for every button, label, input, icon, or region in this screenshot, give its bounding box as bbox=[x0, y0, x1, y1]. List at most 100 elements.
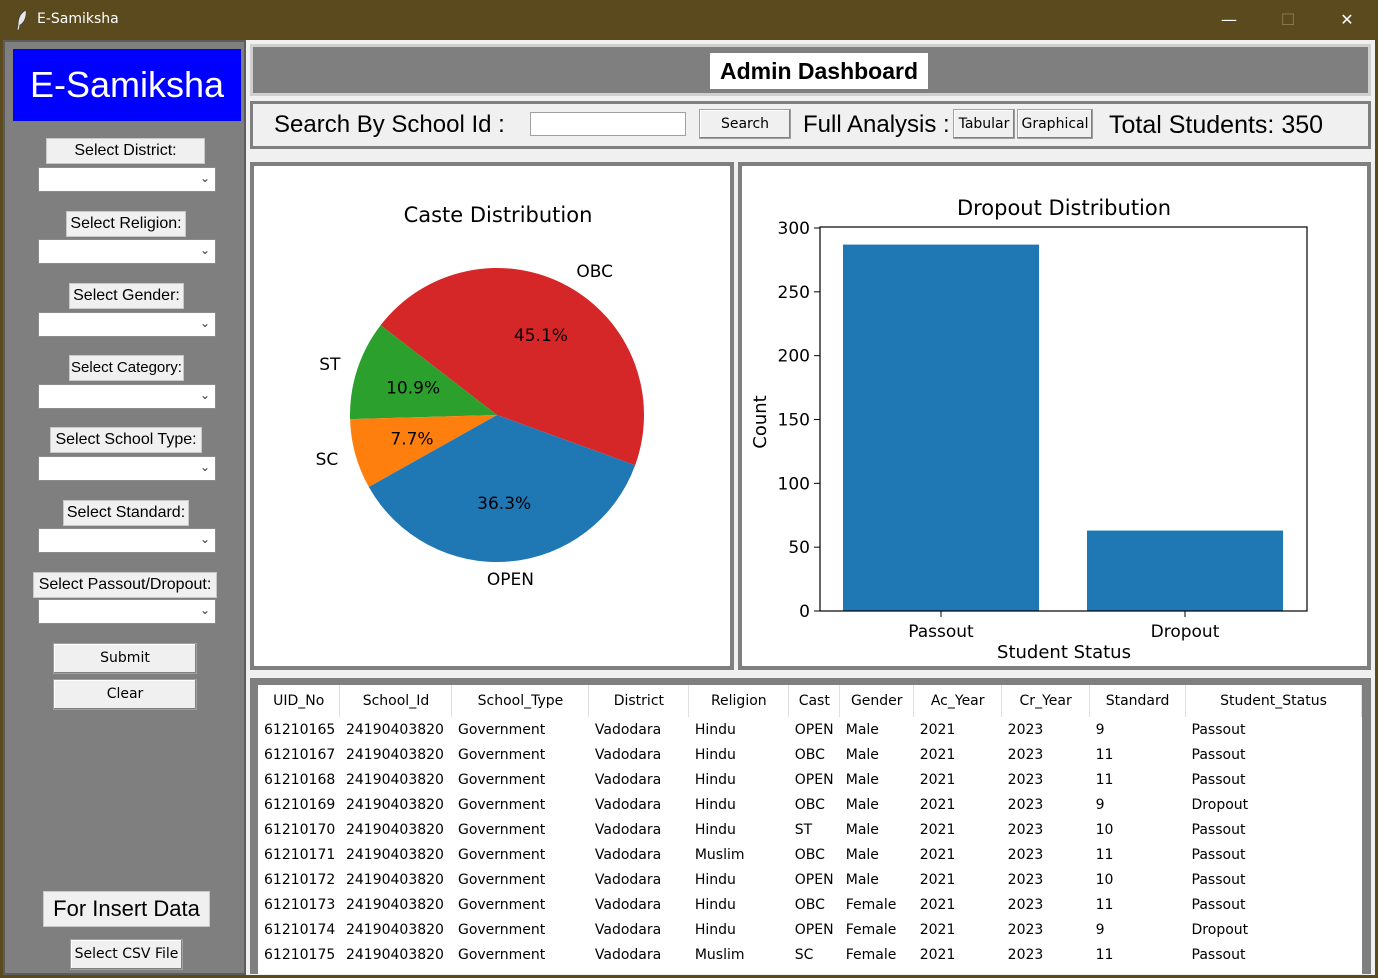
table-cell: Government bbox=[457, 721, 546, 738]
table-cell: 2021 bbox=[919, 721, 956, 738]
table-cell: Male bbox=[845, 871, 879, 888]
maximize-button[interactable]: ☐ bbox=[1280, 10, 1296, 29]
table-cell: Hindu bbox=[694, 821, 736, 838]
table-row[interactable]: 61210167 24190403820 Government Vadodara Hin… bbox=[258, 742, 1362, 767]
table-cell: 2023 bbox=[1007, 846, 1044, 863]
close-button[interactable]: ✕ bbox=[1340, 10, 1354, 29]
table-cell: 2021 bbox=[919, 796, 956, 813]
table-cell: 2021 bbox=[919, 896, 956, 913]
table-cell: Passout bbox=[1191, 771, 1246, 788]
table-cell: 10 bbox=[1095, 871, 1114, 888]
column-header[interactable]: Student_Status bbox=[1185, 685, 1362, 717]
table-cell: Male bbox=[845, 796, 879, 813]
table-cell: Vadodara bbox=[594, 796, 662, 813]
y-tick-label: 50 bbox=[788, 538, 810, 558]
table-cell: 9 bbox=[1095, 721, 1105, 738]
table-cell: Government bbox=[457, 871, 546, 888]
table-row[interactable]: 61210170 24190403820 Government Vadodara Hin… bbox=[258, 817, 1362, 842]
table-row[interactable]: 61210165 24190403820 Government Vadodara Hin… bbox=[258, 717, 1362, 742]
column-header[interactable]: UID_No bbox=[258, 685, 341, 717]
table-row[interactable]: 61210168 24190403820 Government Vadodara Hin… bbox=[258, 767, 1362, 792]
search-label: Search By School Id : bbox=[274, 111, 505, 138]
pie-title: Caste Distribution bbox=[404, 203, 593, 227]
tabular-button[interactable]: Tabular bbox=[953, 109, 1015, 139]
table-cell: Hindu bbox=[694, 796, 736, 813]
student-table[interactable]: UID_No School_Id School_Type District Religi… bbox=[258, 685, 1362, 974]
column-header[interactable]: School_Type bbox=[451, 685, 590, 717]
table-cell: Muslim bbox=[694, 946, 745, 963]
submit-button[interactable]: Submit bbox=[53, 643, 197, 674]
clear-button[interactable]: Clear bbox=[53, 679, 197, 710]
table-cell: OPEN bbox=[794, 771, 834, 788]
table-cell: 24190403820 bbox=[345, 796, 444, 813]
table-cell: Muslim bbox=[694, 846, 745, 863]
table-cell: Vadodara bbox=[594, 871, 662, 888]
graphical-button[interactable]: Graphical bbox=[1017, 109, 1093, 139]
column-header[interactable]: Cr_Year bbox=[1001, 685, 1091, 717]
table-header-row: UID_No School_Id School_Type District Religi… bbox=[258, 685, 1362, 717]
district-select[interactable]: ⌄ bbox=[38, 167, 216, 192]
table-cell: Vadodara bbox=[594, 771, 662, 788]
table-cell: Hindu bbox=[694, 896, 736, 913]
table-cell: Hindu bbox=[694, 921, 736, 938]
column-header[interactable]: Ac_Year bbox=[913, 685, 1003, 717]
table-cell: ST bbox=[794, 821, 813, 838]
main-area: Admin Dashboard Search By School Id : Se… bbox=[246, 40, 1375, 975]
table-cell: OPEN bbox=[794, 921, 834, 938]
table-row[interactable]: 61210171 24190403820 Government Vadodara Mus… bbox=[258, 842, 1362, 867]
table-cell: Passout bbox=[1191, 896, 1246, 913]
table-cell: Dropout bbox=[1191, 921, 1249, 938]
school-id-input[interactable] bbox=[530, 112, 686, 136]
table-cell: 24190403820 bbox=[345, 746, 444, 763]
x-tick-label: Passout bbox=[908, 622, 974, 642]
pie-slice-obc bbox=[380, 267, 644, 466]
chevron-down-icon: ⌄ bbox=[199, 388, 210, 402]
table-cell: Passout bbox=[1191, 871, 1246, 888]
table-cell: Vadodara bbox=[594, 821, 662, 838]
table-cell: 9 bbox=[1095, 921, 1105, 938]
standard-select[interactable]: ⌄ bbox=[38, 528, 216, 553]
table-cell: Male bbox=[845, 721, 879, 738]
table-row[interactable]: 61210169 24190403820 Government Vadodara Hin… bbox=[258, 792, 1362, 817]
column-header[interactable]: Gender bbox=[839, 685, 915, 717]
table-cell: Vadodara bbox=[594, 946, 662, 963]
school-type-select[interactable]: ⌄ bbox=[38, 456, 216, 481]
table-row[interactable]: 61210175 24190403820 Government Vadodara Mus… bbox=[258, 942, 1362, 967]
category-select[interactable]: ⌄ bbox=[38, 384, 216, 409]
search-button[interactable]: Search bbox=[699, 109, 791, 139]
column-header[interactable]: District bbox=[588, 685, 690, 717]
column-header[interactable]: Cast bbox=[788, 685, 841, 717]
caste-chart-panel: Caste Distribution 45.1% OBC 10.9% ST 7.7% SC… bbox=[250, 162, 734, 670]
minimize-button[interactable]: — bbox=[1221, 10, 1237, 29]
table-row[interactable]: 61210172 24190403820 Government Vadodara Hin… bbox=[258, 867, 1362, 892]
table-cell: OPEN bbox=[794, 871, 834, 888]
category-label: Select Category: bbox=[69, 355, 184, 381]
table-cell: 11 bbox=[1095, 746, 1114, 763]
table-cell: 61210175 bbox=[264, 946, 336, 963]
select-csv-button[interactable]: Select CSV File bbox=[70, 939, 183, 970]
total-students: Total Students: 350 bbox=[1109, 111, 1324, 139]
status-select[interactable]: ⌄ bbox=[38, 599, 216, 624]
table-cell: OBC bbox=[794, 746, 825, 763]
chevron-down-icon: ⌄ bbox=[199, 171, 210, 185]
pie-category-label: ST bbox=[319, 355, 341, 375]
standard-label: Select Standard: bbox=[63, 500, 189, 526]
pie-pct-label: 36.3% bbox=[477, 494, 531, 514]
religion-select[interactable]: ⌄ bbox=[38, 239, 216, 264]
chevron-down-icon: ⌄ bbox=[199, 460, 210, 474]
column-header[interactable]: Standard bbox=[1089, 685, 1187, 717]
table-row[interactable]: 61210174 24190403820 Government Vadodara Hin… bbox=[258, 917, 1362, 942]
gender-select[interactable]: ⌄ bbox=[38, 312, 216, 337]
table-cell: Hindu bbox=[694, 871, 736, 888]
status-label: Select Passout/Dropout: bbox=[33, 572, 217, 598]
table-cell: 24190403820 bbox=[345, 921, 444, 938]
column-header[interactable]: Religion bbox=[688, 685, 790, 717]
column-header[interactable]: School_Id bbox=[339, 685, 453, 717]
table-cell: 2021 bbox=[919, 871, 956, 888]
pie-slice-open bbox=[368, 415, 636, 563]
table-row[interactable]: 61210173 24190403820 Government Vadodara Hin… bbox=[258, 892, 1362, 917]
table-cell: 2023 bbox=[1007, 946, 1044, 963]
table-cell: 61210174 bbox=[264, 921, 336, 938]
window-title: E-Samiksha bbox=[37, 11, 119, 27]
table-cell: 2021 bbox=[919, 846, 956, 863]
